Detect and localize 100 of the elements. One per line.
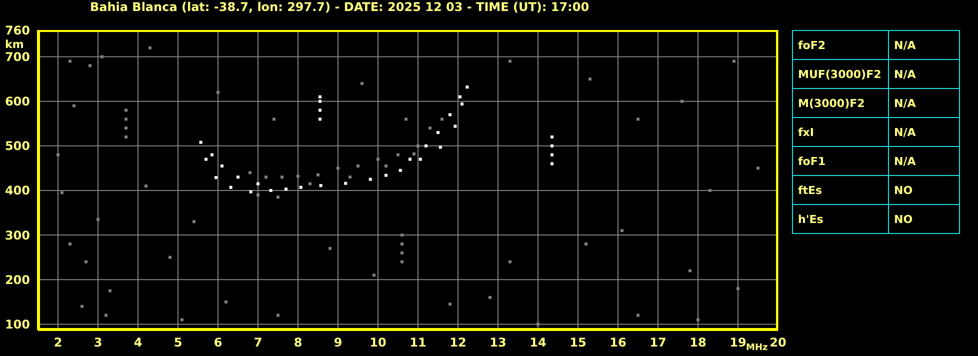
point: [148, 46, 152, 50]
point: [384, 174, 388, 177]
x-axis-title: MHz: [746, 343, 768, 353]
point: [508, 260, 512, 264]
x-tick-label: 5: [174, 336, 182, 350]
point: [536, 322, 540, 326]
point: [276, 196, 280, 199]
point: [204, 158, 208, 161]
point: [299, 186, 302, 189]
category-label: foF2: [798, 38, 826, 52]
point: [280, 176, 284, 179]
x-tick-label: 7: [254, 336, 262, 350]
text: NO: [894, 212, 913, 226]
text: N/A: [894, 96, 916, 110]
category-label: foF1: [798, 154, 826, 168]
point: [412, 152, 416, 156]
category-label: M(3000)F2: [798, 96, 865, 110]
point: [124, 118, 128, 121]
x-tick-label: 19: [730, 336, 746, 350]
x-tick-label: 12: [450, 336, 466, 350]
x-tick-label: 20: [770, 336, 786, 350]
x-tick-label: 3: [94, 336, 102, 350]
point: [84, 260, 88, 264]
point: [448, 113, 452, 116]
point: [214, 176, 218, 180]
point: [344, 182, 348, 185]
point: [318, 108, 322, 112]
x-tick-label: 11: [410, 336, 426, 350]
x-tick-label: 13: [490, 336, 506, 350]
point: [199, 140, 202, 144]
x-tick-label: 14: [530, 336, 546, 350]
point: [68, 60, 72, 63]
point: [466, 86, 469, 89]
point: [256, 182, 260, 186]
point: [80, 304, 84, 308]
point: [620, 229, 624, 232]
point: [680, 100, 684, 103]
point: [229, 186, 232, 189]
x-tick-label: 16: [610, 336, 626, 350]
point: [356, 164, 360, 168]
point: [308, 182, 312, 186]
text: N/A: [894, 68, 916, 80]
point: [316, 173, 320, 176]
y-tick-label: 400: [4, 184, 30, 198]
point: [488, 296, 492, 299]
point: [460, 102, 464, 106]
point: [384, 164, 388, 168]
point: [400, 251, 404, 254]
point: [440, 118, 444, 121]
point: [454, 124, 457, 128]
point: [108, 289, 112, 292]
point: [732, 60, 736, 63]
point: [318, 118, 322, 121]
point: [248, 171, 252, 174]
y-tick-label: 700: [4, 50, 30, 64]
point: [400, 260, 404, 264]
point: [318, 95, 322, 98]
point: [360, 82, 364, 85]
point: [396, 153, 400, 156]
x-tick-label: 18: [690, 336, 706, 350]
point: [220, 164, 224, 168]
point: [424, 144, 428, 148]
y-tick-label: 500: [4, 139, 30, 154]
point: [636, 314, 640, 317]
point: [372, 274, 376, 277]
point: [436, 131, 440, 134]
point: [180, 318, 184, 322]
point: [192, 220, 196, 224]
x-tick-label: 17: [650, 336, 666, 350]
point: [550, 153, 554, 156]
point: [400, 234, 404, 237]
point: [249, 190, 252, 194]
point: [408, 158, 412, 161]
point: [319, 184, 322, 188]
category-label: fxI: [798, 126, 814, 138]
point: [60, 191, 64, 194]
point: [210, 153, 214, 156]
point: [256, 193, 260, 196]
y-tick-label: 300: [4, 228, 30, 242]
x-tick-label: 9: [334, 336, 342, 350]
point: [708, 188, 712, 192]
x-tick-label: 6: [214, 336, 222, 350]
point: [416, 144, 420, 148]
x-tick-label: 15: [570, 336, 586, 350]
point: [264, 176, 268, 179]
point: [636, 118, 640, 121]
x-tick-label: 4: [134, 336, 142, 350]
point: [124, 135, 128, 138]
point: [328, 246, 332, 250]
point: [508, 60, 512, 63]
y-axis-title: km: [5, 38, 24, 51]
point: [438, 146, 442, 149]
category-label: h'Es: [798, 212, 824, 226]
point: [398, 168, 402, 172]
x-tick-label: 8: [294, 336, 302, 350]
point: [276, 314, 280, 317]
point: [284, 188, 288, 191]
point: [550, 135, 554, 138]
x-tick-label: 10: [370, 336, 386, 350]
point: [368, 178, 372, 181]
